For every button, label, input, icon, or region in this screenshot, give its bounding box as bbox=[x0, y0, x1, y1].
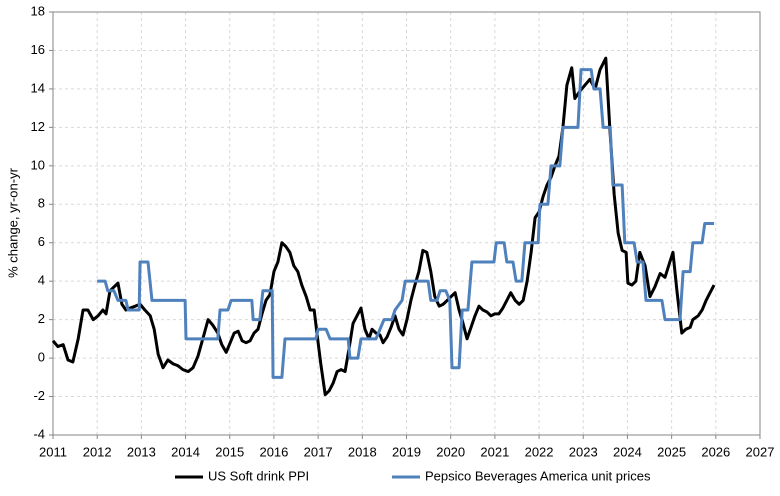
y-tick-label: 6 bbox=[38, 234, 45, 249]
x-tick-label: 2020 bbox=[436, 444, 465, 459]
x-tick-label: 2015 bbox=[215, 444, 244, 459]
y-tick-label: 0 bbox=[38, 350, 45, 365]
y-tick-label: 2 bbox=[38, 311, 45, 326]
legend-label: Pepsico Beverages America unit prices bbox=[425, 468, 651, 483]
x-tick-label: 2018 bbox=[348, 444, 377, 459]
x-tick-label: 2025 bbox=[657, 444, 686, 459]
x-tick-label: 2011 bbox=[39, 444, 67, 459]
y-tick-label: 10 bbox=[31, 157, 45, 172]
x-tick-label: 2016 bbox=[259, 444, 288, 459]
x-tick-label: 2022 bbox=[525, 444, 554, 459]
series-line bbox=[51, 56, 716, 397]
x-tick-label: 2024 bbox=[613, 444, 642, 459]
y-tick-label: 18 bbox=[31, 3, 45, 18]
x-tick-label: 2019 bbox=[392, 444, 421, 459]
x-tick-label: 2023 bbox=[569, 444, 598, 459]
x-tick-label: 2021 bbox=[480, 444, 509, 459]
y-tick-label: 16 bbox=[31, 42, 45, 57]
y-tick-label: 14 bbox=[31, 80, 45, 95]
x-tick-label: 2017 bbox=[304, 444, 333, 459]
y-tick-label: -2 bbox=[33, 388, 45, 403]
series-line bbox=[97, 68, 715, 379]
plot-border bbox=[52, 11, 761, 436]
y-tick-label: 12 bbox=[31, 119, 45, 134]
legend-label: US Soft drink PPI bbox=[208, 468, 309, 483]
x-tick-label: 2026 bbox=[701, 444, 730, 459]
x-tick-label: 2012 bbox=[83, 444, 112, 459]
y-tick-label: -4 bbox=[33, 426, 45, 441]
x-tick-label: 2027 bbox=[746, 444, 775, 459]
y-tick-label: 4 bbox=[38, 273, 45, 288]
y-axis-label: % change, yr-on-yr bbox=[5, 167, 20, 277]
x-tick-label: 2014 bbox=[171, 444, 200, 459]
x-tick-label: 2013 bbox=[127, 444, 156, 459]
y-tick-label: 8 bbox=[38, 196, 45, 211]
